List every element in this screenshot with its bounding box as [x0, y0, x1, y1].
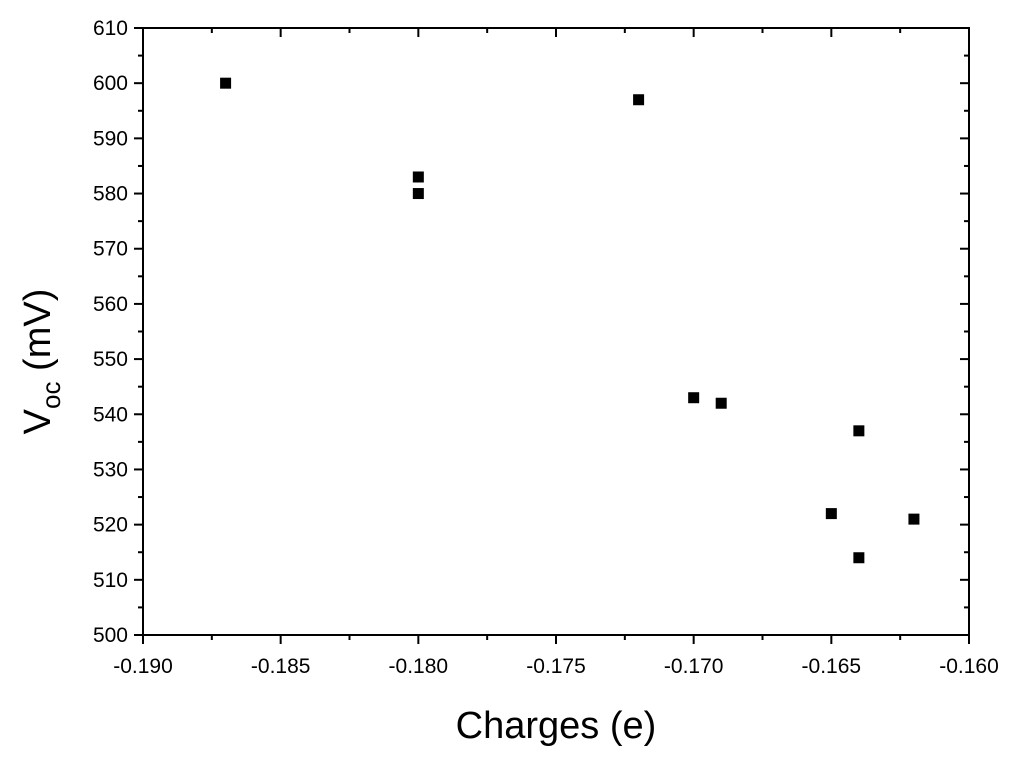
- data-point: [853, 552, 865, 564]
- y-tick-label: 530: [93, 458, 128, 481]
- major-ticks: [134, 27, 970, 644]
- x-tick-label: -0.175: [526, 655, 586, 678]
- y-tick-label: 520: [93, 514, 128, 537]
- y-tick-label: 570: [93, 238, 128, 261]
- y-axis-title: Voc (mV): [17, 289, 66, 435]
- y-tick-label: 600: [93, 72, 128, 95]
- y-axis-title-main: V: [17, 408, 59, 434]
- y-tick-label: 560: [93, 293, 128, 316]
- x-tick-label: -0.180: [389, 655, 449, 678]
- minor-ticks: [138, 28, 969, 640]
- x-tick-label: -0.185: [251, 655, 311, 678]
- x-tick-label: -0.165: [802, 655, 862, 678]
- x-tick-label: -0.160: [939, 655, 999, 678]
- y-tick-label: 580: [93, 183, 128, 206]
- svg-text:Voc (mV): Voc (mV): [17, 289, 66, 435]
- tick-labels: -0.190 -0.185 -0.180 -0.175 -0.170 -0.165 -0.1…: [93, 17, 999, 678]
- x-tick-label: -0.190: [113, 655, 173, 678]
- data-point: [633, 94, 645, 106]
- y-tick-label: 500: [93, 624, 128, 647]
- data-point: [412, 171, 424, 183]
- y-tick-label: 610: [93, 17, 128, 40]
- plot-frame: [142, 27, 970, 636]
- data-point: [825, 508, 837, 520]
- data-point: [412, 188, 424, 200]
- y-tick-label: 510: [93, 569, 128, 592]
- y-tick-label: 540: [93, 403, 128, 426]
- x-tick-label: -0.170: [664, 655, 724, 678]
- data-point: [715, 397, 727, 409]
- data-point: [908, 513, 920, 525]
- data-point: [853, 425, 865, 437]
- x-axis-title: Charges (e): [456, 705, 657, 747]
- y-tick-label: 550: [93, 348, 128, 371]
- data-points: [220, 77, 920, 564]
- y-axis-title-suffix: (mV): [17, 289, 59, 382]
- y-tick-label: 590: [93, 127, 128, 150]
- y-axis-title-subscript: oc: [36, 382, 66, 409]
- data-point: [220, 77, 232, 89]
- data-point: [688, 392, 700, 404]
